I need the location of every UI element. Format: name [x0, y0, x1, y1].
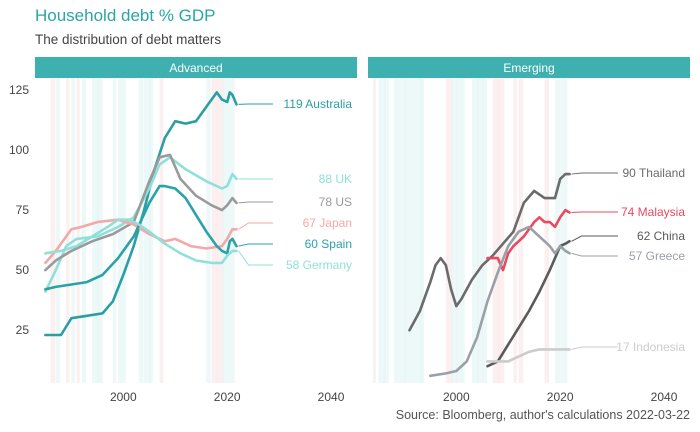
leader-line-us	[238, 201, 273, 204]
series-line-china	[486, 240, 571, 368]
background-band	[409, 78, 415, 383]
end-label-china: 62 China	[637, 229, 685, 243]
end-label-indonesia: 17 Indonesia	[616, 340, 685, 354]
background-band	[211, 78, 218, 383]
end-label-germany: 58 Germany	[286, 258, 352, 272]
end-label-us: 78 US	[319, 195, 352, 209]
background-band	[560, 78, 568, 383]
end-label-spain: 60 Spain	[305, 237, 352, 251]
background-band	[461, 78, 465, 383]
background-band	[216, 78, 225, 383]
series-line-australia	[44, 91, 238, 337]
end-label-malaysia: 74 Malaysia	[621, 205, 685, 219]
background-band	[206, 78, 211, 383]
background-band	[544, 78, 550, 383]
background-band	[404, 78, 410, 383]
background-band	[492, 78, 500, 383]
series-line-germany	[44, 218, 238, 265]
background-band	[378, 78, 387, 383]
x-tick-label: 2020	[547, 390, 574, 404]
panel-emerging: Emerging 2000 2020 2040	[368, 57, 690, 404]
x-tick-label: 2000	[110, 390, 137, 404]
background-band	[477, 78, 484, 383]
background-band	[383, 78, 389, 383]
end-label-japan: 67 Japan	[303, 216, 352, 230]
y-tick-label: 25	[16, 323, 30, 337]
y-tick-label: 100	[9, 143, 29, 157]
leader-line-china	[571, 235, 618, 242]
leader-line-indonesia	[571, 346, 618, 350]
background-band	[419, 78, 425, 383]
x-tick-label: 2020	[214, 390, 241, 404]
end-label-australia: 119 Australia	[284, 97, 353, 111]
series-line-thailand	[408, 172, 571, 332]
background-band	[414, 78, 423, 383]
series-line-us	[44, 153, 238, 272]
panel-header	[368, 57, 690, 78]
background-band	[497, 78, 505, 383]
x-tick-label: 2000	[443, 390, 470, 404]
panel-header	[35, 57, 357, 78]
background-band	[445, 78, 453, 383]
y-tick-label: 125	[9, 83, 29, 97]
background-band	[221, 78, 228, 383]
end-label-thailand: 90 Thailand	[623, 166, 686, 180]
series-line-uk	[44, 156, 238, 294]
leader-line-greece	[571, 252, 618, 257]
chart-subtitle: The distribution of debt matters	[35, 32, 222, 47]
background-band	[66, 78, 70, 383]
chart-caption: Source: Bloomberg, author's calculations…	[395, 408, 690, 422]
background-band	[471, 78, 480, 383]
background-band	[81, 78, 86, 383]
leader-line-japan	[238, 222, 273, 230]
series-line-indonesia	[486, 348, 571, 363]
leader-line-thailand	[571, 172, 618, 175]
background-band	[554, 78, 560, 383]
background-band	[159, 78, 164, 383]
panel-advanced: Advanced 2000 2020 2040 25 50 75 100 125	[9, 57, 357, 404]
background-band	[50, 78, 56, 383]
background-band	[55, 78, 61, 383]
panel-title: Emerging	[503, 61, 554, 75]
chart-title: Household debt % GDP	[35, 6, 216, 25]
y-tick-label: 50	[16, 263, 30, 277]
leader-line-spain	[238, 243, 273, 247]
background-band	[399, 78, 406, 383]
end-label-greece: 57 Greece	[629, 249, 685, 263]
x-tick-label: 2040	[651, 390, 678, 404]
end-label-uk: 88 UK	[319, 172, 352, 186]
background-band	[149, 78, 153, 383]
background-band	[118, 78, 126, 383]
background-band	[373, 78, 376, 383]
background-band	[112, 78, 117, 383]
panel-title: Advanced	[169, 61, 222, 75]
background-band	[71, 78, 75, 383]
y-tick-label: 75	[16, 203, 30, 217]
plot-area	[35, 78, 357, 383]
background-band	[456, 78, 463, 383]
background-band	[393, 78, 400, 383]
background-band	[92, 78, 100, 383]
series-line-greece	[428, 225, 571, 378]
series-line-spain	[44, 184, 238, 291]
background-band	[76, 78, 80, 383]
x-tick-label: 2040	[318, 390, 345, 404]
leader-line-germany	[238, 250, 273, 266]
background-band	[451, 78, 458, 383]
background-band	[482, 78, 488, 383]
